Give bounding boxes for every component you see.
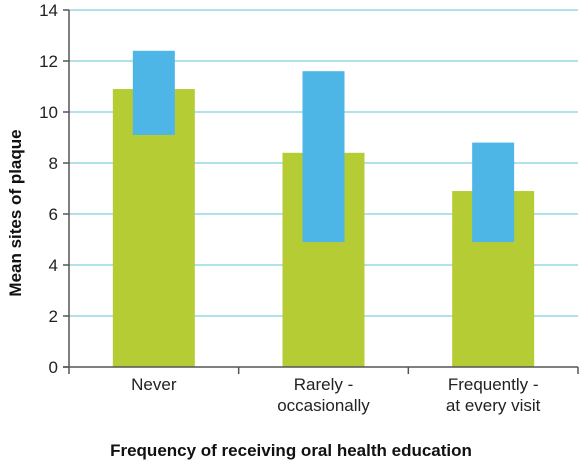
range-bar: [302, 71, 345, 243]
y-tick-label: 2: [49, 307, 58, 326]
range-bar: [132, 50, 175, 135]
x-category-label: Rarely -occasionally: [277, 375, 370, 415]
y-axis-title: Mean sites of plaque: [6, 129, 25, 296]
x-category-labels: Never Rarely -occasionally Frequently -at …: [131, 375, 541, 415]
y-tick-label: 0: [49, 358, 58, 377]
x-category-label: Frequently -at every visit: [446, 375, 541, 415]
axes: [63, 9, 579, 374]
range-bar: [472, 142, 515, 243]
x-category-label: Never: [131, 375, 177, 394]
y-tick-label: 12: [39, 52, 58, 71]
range-bars: [132, 50, 515, 243]
y-tick-labels: 0 2 4 6 8 10 12 14: [39, 1, 58, 377]
x-axis-title: Frequency of receiving oral health educa…: [110, 441, 472, 460]
y-tick-label: 4: [49, 256, 58, 275]
y-tick-label: 10: [39, 103, 58, 122]
y-tick-label: 14: [39, 1, 58, 20]
bar: [112, 89, 195, 368]
y-tick-label: 6: [49, 205, 58, 224]
y-tick-label: 8: [49, 154, 58, 173]
